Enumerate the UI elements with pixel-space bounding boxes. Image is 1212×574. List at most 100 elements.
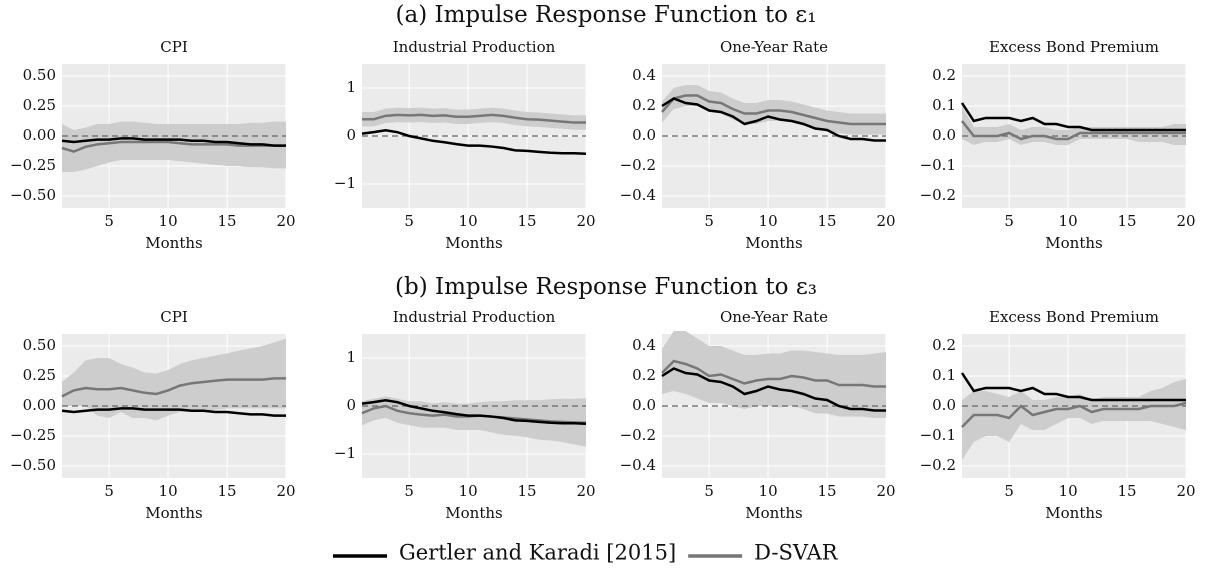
subplot-title: Excess Bond Premium [989,308,1159,326]
series-line [361,128,587,156]
x-tick-label: 10 [459,212,478,230]
subplot-title: One-Year Rate [720,308,828,326]
x-tick-label: 5 [104,212,114,230]
y-tick-label: −1 [334,174,356,192]
series-line [362,113,586,124]
series-line [960,102,1186,132]
confidence-band [662,331,886,418]
y-tick-label: 0.0 [632,126,656,144]
series-line [961,401,1187,428]
y-tick-label: 0.2 [932,336,956,354]
x-tick-label: 5 [1004,212,1014,230]
subplot-title: One-Year Rate [720,38,828,56]
y-tick-label: 0.0 [632,396,656,414]
x-axis-label: Months [445,504,502,522]
y-tick-label: −0.4 [620,456,656,474]
x-axis-label: Months [1045,504,1102,522]
y-tick-label: 0.25 [23,366,56,384]
x-tick-label: 10 [459,482,478,500]
y-tick-label: −0.2 [620,156,656,174]
x-axis-label: Months [145,504,202,522]
y-tick-label: −0.1 [920,426,956,444]
x-tick-label: 20 [1176,212,1195,230]
x-axis-label: Months [145,234,202,252]
x-tick-label: 15 [818,212,837,230]
x-axis-label: Months [745,234,802,252]
y-tick-label: −0.2 [920,456,956,474]
confidence-band [962,106,1186,145]
legend-label: Gertler and Karadi [2015] [399,541,676,565]
x-tick-label: 20 [276,212,295,230]
y-tick-label: −0.25 [10,426,56,444]
x-tick-label: 5 [704,212,714,230]
x-tick-label: 5 [104,482,114,500]
series-line [661,97,886,142]
legend-label: D-SVAR [754,541,839,565]
x-tick-label: 15 [218,212,237,230]
confidence-band [362,107,586,130]
x-tick-label: 15 [518,482,537,500]
x-tick-label: 10 [159,212,178,230]
x-tick-label: 15 [218,482,237,500]
x-tick-label: 20 [276,482,295,500]
y-tick-label: 1 [346,78,356,96]
x-tick-label: 5 [404,482,414,500]
y-tick-label: −0.4 [620,186,656,204]
series-line [961,120,1186,141]
series-line [661,359,886,388]
subplot-title: CPI [160,38,188,56]
y-tick-label: 0.2 [632,96,656,114]
y-tick-label: 0.50 [23,336,56,354]
x-tick-label: 20 [876,212,895,230]
series-line [661,367,886,412]
series-line [61,377,286,398]
x-tick-label: 20 [576,212,595,230]
y-tick-label: 0 [346,126,356,144]
y-tick-label: −0.50 [10,456,56,474]
y-tick-label: 0.2 [932,66,956,84]
y-tick-label: 1 [346,348,356,366]
y-tick-label: −0.25 [10,156,56,174]
y-tick-label: −0.2 [620,426,656,444]
y-tick-label: 0.50 [23,66,56,84]
y-tick-label: 0 [346,396,356,414]
y-tick-label: 0.00 [23,396,56,414]
y-tick-label: 0.2 [632,366,656,384]
y-tick-label: 0.4 [632,336,656,354]
subplot-title: Industrial Production [393,308,556,326]
y-tick-label: 0.0 [932,126,956,144]
y-tick-label: 0.1 [932,366,956,384]
x-axis-label: Months [745,504,802,522]
section-header: (a) Impulse Response Function to ε₁ [396,2,817,28]
x-tick-label: 5 [704,482,714,500]
x-axis-label: Months [1045,234,1102,252]
x-tick-label: 5 [1004,482,1014,500]
x-tick-label: 10 [159,482,178,500]
x-tick-label: 5 [404,212,414,230]
x-tick-label: 15 [818,482,837,500]
y-tick-label: 0.0 [932,396,956,414]
y-tick-label: −0.1 [920,156,956,174]
x-tick-label: 10 [1059,482,1078,500]
series-line [61,140,286,153]
series-line [661,94,886,126]
confidence-band [62,121,286,172]
series-line [960,372,1186,402]
series-line [61,137,286,147]
x-tick-label: 20 [876,482,895,500]
y-tick-label: 0.4 [632,66,656,84]
x-tick-label: 20 [576,482,595,500]
y-tick-label: 0.00 [23,126,56,144]
subplot-title: CPI [160,308,188,326]
x-tick-label: 20 [1176,482,1195,500]
x-tick-label: 15 [1118,212,1137,230]
series-line [361,398,587,426]
y-tick-label: −0.50 [10,186,56,204]
x-tick-label: 15 [518,212,537,230]
y-tick-label: −1 [334,444,356,462]
y-tick-label: 0.1 [932,96,956,114]
x-tick-label: 10 [759,482,778,500]
subplot-title: Excess Bond Premium [989,38,1159,56]
section-header: (b) Impulse Response Function to ε₃ [395,274,817,300]
